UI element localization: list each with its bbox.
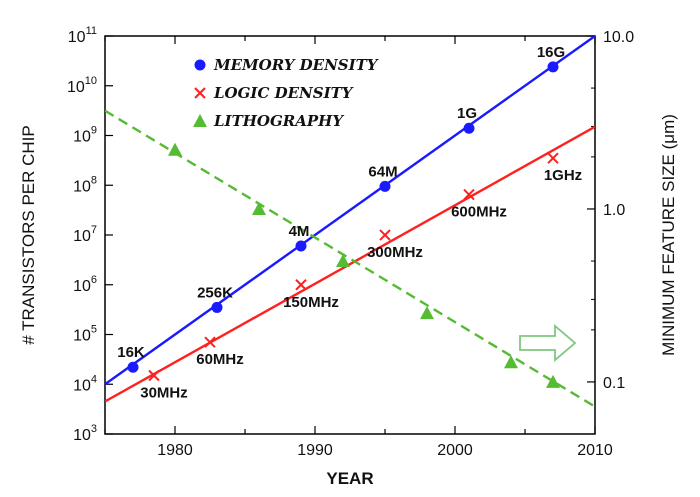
x-tick-label: 2010 xyxy=(577,442,613,459)
x-axis-title: YEAR xyxy=(326,469,373,488)
logic-density-data-label: 150MHz xyxy=(283,294,339,311)
y-left-tick-label: 106 xyxy=(73,274,97,295)
memory-density-data-label: 16K xyxy=(117,344,145,361)
memory-density-marker xyxy=(295,240,307,252)
logic-density-data-label: 30MHz xyxy=(140,384,188,401)
x-tick-label: 1990 xyxy=(297,442,333,459)
x-tick-label: 1980 xyxy=(157,442,193,459)
legend: MEMORY DENSITY LOGIC DENSITY LITHOGRAPHY xyxy=(193,56,379,130)
memory-density-marker xyxy=(127,361,139,373)
lithography-marker xyxy=(336,254,350,268)
y-left-tick-label: 109 xyxy=(73,125,97,146)
y-left-tick-label: 108 xyxy=(73,174,97,195)
x-marker-stroke xyxy=(463,188,475,201)
memory-density-data-label: 1G xyxy=(457,105,477,122)
y-left-tick-label: 107 xyxy=(73,224,97,245)
memory-density-marker xyxy=(547,61,559,73)
data-markers xyxy=(127,61,560,388)
y-axis-left-title: # TRANSISTORS PER CHIP xyxy=(19,125,38,344)
lithography-marker xyxy=(420,306,434,320)
logic-density-data-label: 300MHz xyxy=(367,244,423,261)
tick-marks xyxy=(104,35,596,435)
logic-density-marker xyxy=(379,229,391,241)
x-marker-stroke xyxy=(295,279,307,291)
x-marker-stroke xyxy=(379,229,391,241)
logic-density-marker xyxy=(547,152,559,164)
legend-label: MEMORY DENSITY xyxy=(213,56,379,74)
memory-density-marker xyxy=(211,301,223,313)
lithography-marker xyxy=(168,142,182,156)
y-right-tick-label: 0.1 xyxy=(603,375,625,392)
x-marker-stroke xyxy=(547,152,559,164)
x-marker-stroke xyxy=(204,336,216,348)
y-axis-right-title: MINIMUM FEATURE SIZE (μm) xyxy=(659,114,678,356)
logic-density-marker xyxy=(148,369,160,382)
legend-marker xyxy=(194,59,206,71)
memory-density-data-label: 4M xyxy=(289,223,310,240)
logic-density-data-label: 600MHz xyxy=(451,204,507,221)
x-tick-label: 2000 xyxy=(437,442,473,459)
logic-density-marker xyxy=(204,336,216,348)
legend-label: LOGIC DENSITY xyxy=(213,84,354,102)
trend-line-memory-density xyxy=(105,36,595,386)
logic-density-data-label: 60MHz xyxy=(196,351,244,368)
logic-density-marker xyxy=(295,279,307,291)
y-left-tick-label: 1011 xyxy=(68,25,97,46)
lithography-marker xyxy=(252,201,266,215)
x-marker-stroke xyxy=(148,369,160,382)
y-right-tick-label: 1.0 xyxy=(603,202,625,219)
axis-text: YEAR # TRANSISTORS PER CHIP MINIMUM FEAT… xyxy=(19,25,678,488)
y-left-tick-label: 103 xyxy=(73,423,97,444)
legend-marker xyxy=(194,87,206,99)
y-left-tick-label: 104 xyxy=(73,373,97,394)
memory-density-data-label: 64M xyxy=(368,163,397,180)
legend-label: LITHOGRAPHY xyxy=(213,112,344,130)
legend-marker xyxy=(193,114,207,127)
trend-line-logic-density xyxy=(105,125,595,403)
memory-density-data-label: 256K xyxy=(197,284,233,301)
logic-density-data-label: 1GHz xyxy=(544,167,582,184)
memory-density-data-label: 16G xyxy=(537,44,565,61)
right-axis-arrow xyxy=(519,324,577,362)
memory-density-marker xyxy=(463,122,475,134)
memory-density-marker xyxy=(379,180,391,192)
y-left-tick-label: 1010 xyxy=(67,75,97,96)
x-marker-stroke xyxy=(194,87,206,99)
lithography-marker xyxy=(546,374,560,388)
hollow-arrow-icon xyxy=(519,324,577,362)
data-labels: 16K 256K 4M 64M 1G 16G 30MHz 60MHz 150MHz 300MHz 6… xyxy=(117,44,582,402)
trend-lines xyxy=(105,36,595,408)
lithography-marker xyxy=(504,355,518,369)
y-left-tick-label: 105 xyxy=(73,324,97,345)
y-right-tick-label: 10.0 xyxy=(603,29,634,46)
logic-density-marker xyxy=(463,188,475,201)
